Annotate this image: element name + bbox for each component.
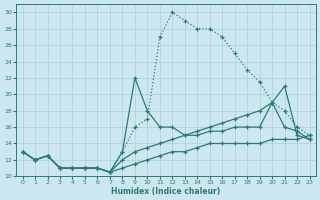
- X-axis label: Humidex (Indice chaleur): Humidex (Indice chaleur): [111, 187, 221, 196]
